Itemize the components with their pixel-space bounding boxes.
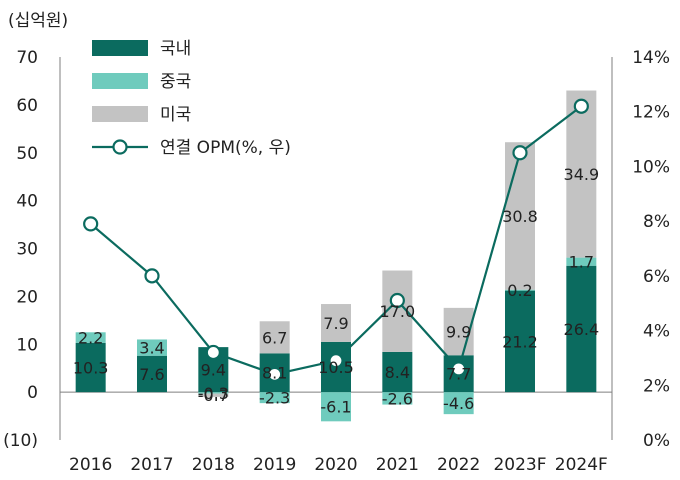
bar-중국-2021 (382, 392, 413, 405)
data-label: 26.4 (564, 320, 600, 339)
data-label: -4.6 (443, 394, 474, 413)
opm-point-2023F (512, 145, 528, 161)
bar-국내-2024F (566, 265, 597, 393)
bar-중국-2016 (75, 332, 106, 343)
bar-중국-2022 (443, 392, 474, 415)
y-right-tick-label: 14% (632, 48, 670, 68)
bar-중국-2024F (566, 257, 597, 266)
y-unit-label: (십억원) (8, 11, 68, 31)
data-label: -6.1 (320, 398, 351, 417)
bar-국내-2021 (382, 351, 413, 393)
bar-중국-2019 (259, 392, 290, 404)
opm-point-2022 (451, 361, 467, 377)
data-label: 7.9 (323, 314, 348, 333)
opm-point-2020 (328, 353, 344, 369)
data-label: 3.4 (139, 339, 164, 358)
data-label: -0.3 (198, 384, 229, 403)
y-left-tick-label: 60 (16, 96, 38, 116)
data-label: -0.7 (198, 386, 229, 405)
data-label: 9.9 (446, 323, 471, 342)
data-label: 9.4 (201, 361, 226, 380)
x-tick-label: 2023F (493, 455, 546, 475)
y-right-tick-label: 12% (632, 103, 670, 123)
y-right-tick-label: 6% (643, 267, 670, 287)
data-label: 10.5 (318, 358, 354, 377)
x-tick-label: 2016 (69, 455, 112, 475)
data-label: -2.6 (382, 389, 413, 408)
bar-미국-2018 (198, 393, 229, 397)
y-left-tick-label: 70 (16, 48, 38, 68)
y-right-tick-label: 2% (643, 376, 670, 396)
data-label: 7.6 (139, 365, 164, 384)
y-left-tick-label: 40 (16, 192, 38, 212)
y-right-tick-label: 4% (643, 322, 670, 342)
opm-point-2021 (389, 292, 405, 309)
y-left-tick-label: 10 (16, 335, 38, 355)
legend-swatch-국내 (92, 40, 148, 56)
bar-미국-2019 (259, 321, 290, 354)
bar-국내-2023F (505, 290, 535, 393)
opm-point-2018 (205, 344, 221, 361)
data-label: 8.4 (385, 363, 410, 382)
bar-중국-2018 (198, 392, 229, 394)
data-label: 6.7 (262, 328, 287, 347)
data-label: 10.3 (73, 358, 109, 377)
bar-중국-2017 (137, 339, 167, 356)
data-label: 0.2 (507, 281, 532, 300)
x-tick-label: 2021 (376, 455, 419, 475)
y-left-tick-label: (10) (3, 431, 38, 451)
x-tick-label: 2020 (314, 455, 357, 475)
legend-label-미국: 미국 (160, 105, 191, 125)
x-tick-label: 2018 (192, 455, 235, 475)
y-right-tick-label: 8% (643, 212, 670, 232)
data-label: 2.2 (78, 329, 103, 348)
legend-label-중국: 중국 (160, 72, 191, 92)
data-label: 34.9 (564, 165, 600, 184)
y-right-tick-label: 0% (643, 431, 670, 451)
y-left-tick-label: 20 (16, 287, 38, 307)
y-left-tick-label: 50 (16, 144, 38, 164)
legend-swatch-marker (112, 139, 128, 155)
data-label: 30.8 (502, 207, 538, 226)
y-left-tick-label: 0 (27, 383, 38, 403)
data-label: 7.7 (446, 365, 471, 384)
opm-point-2019 (267, 366, 283, 382)
data-label: 17.0 (380, 302, 416, 321)
legend-label-opm: 연결 OPM(%, 우) (160, 138, 291, 158)
legend-label-국내: 국내 (160, 39, 191, 59)
data-label: 21.2 (502, 332, 538, 351)
x-tick-label: 2019 (253, 455, 296, 475)
bar-미국-2023F (505, 142, 535, 290)
bar-국내-2016 (75, 342, 106, 393)
bar-미국-2020 (321, 304, 351, 342)
bar-중국-2023F (505, 289, 535, 291)
bar-중국-2020 (321, 392, 351, 422)
y-left-tick-label: 30 (16, 240, 38, 260)
legend-swatch-중국 (92, 73, 148, 89)
y-right-tick-label: 10% (632, 157, 670, 177)
data-label: -2.3 (259, 389, 290, 408)
bar-미국-2024F (566, 90, 597, 258)
data-label: 1.7 (569, 253, 594, 272)
opm-point-2024F (573, 98, 589, 114)
legend-swatch-미국 (92, 106, 148, 122)
bar-국내-2017 (137, 355, 167, 393)
data-label: 8.1 (262, 364, 287, 383)
opm-point-2017 (144, 268, 160, 284)
x-tick-label: 2024F (555, 455, 608, 475)
x-tick-label: 2017 (130, 455, 173, 475)
opm-point-2016 (83, 216, 99, 232)
x-tick-label: 2022 (437, 455, 480, 475)
